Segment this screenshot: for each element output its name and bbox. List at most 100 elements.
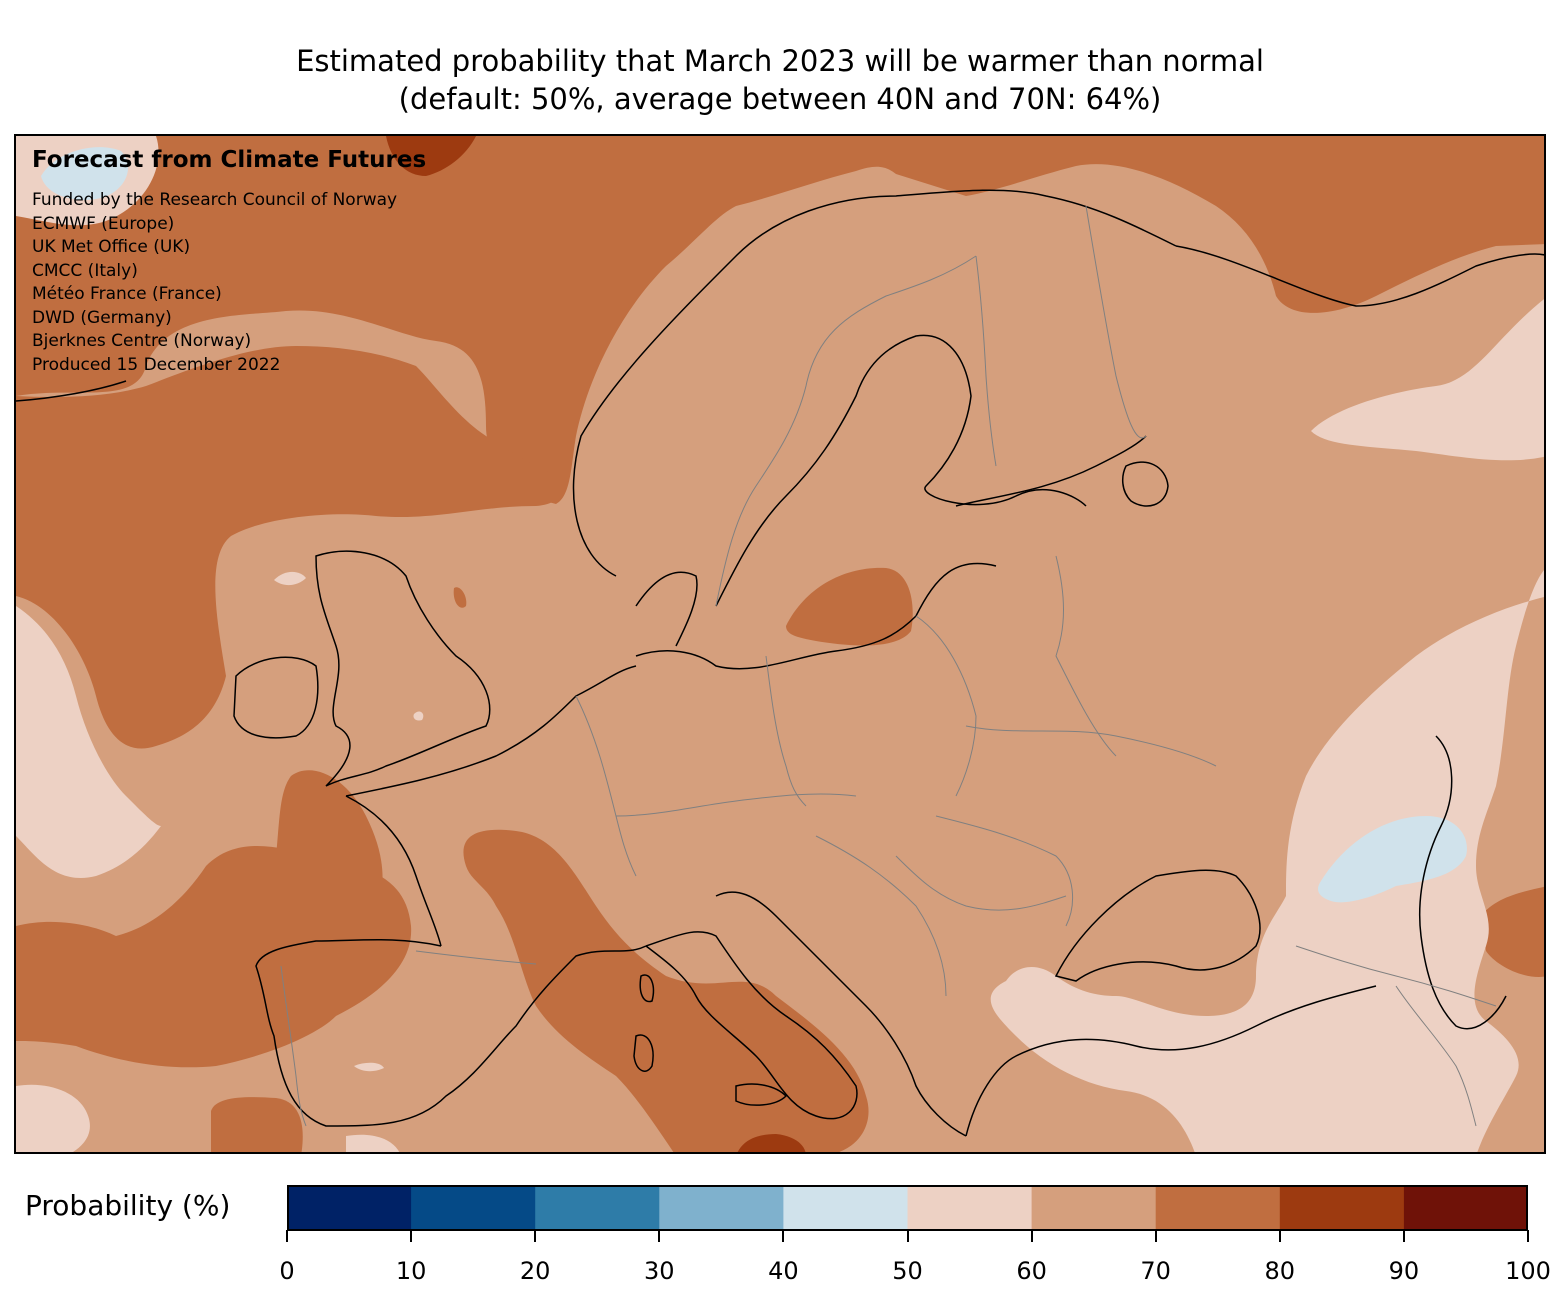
colorbar-tick-label: 10: [395, 1257, 427, 1285]
coast-italy: [645, 931, 858, 1120]
coast-adriatic-balkans: [715, 891, 967, 1137]
border-france-germany: [575, 695, 637, 877]
credits-list: Funded by the Research Council of Norway…: [32, 189, 426, 377]
region-50-60-ireland-dot: [413, 711, 424, 721]
coast-france-north: [345, 665, 637, 797]
coast-norway: [572, 189, 1177, 577]
coast-iceland-fragment: [16, 380, 127, 402]
colorbar-tick-mark: [1030, 1230, 1033, 1242]
credit-line: UK Met Office (UK): [32, 237, 191, 257]
colorbar-tick-label: 20: [519, 1257, 551, 1285]
colorbar-tick-label: 0: [279, 1257, 295, 1285]
coast-sardinia: [633, 1034, 654, 1072]
colorbar-tick-mark: [658, 1230, 661, 1242]
credits-block: Forecast from Climate Futures Funded by …: [32, 145, 426, 377]
coast-blacksea: [1054, 869, 1261, 982]
region-80-90-north-tip: [386, 136, 476, 176]
colorbar-segment: [1031, 1185, 1157, 1231]
border-balkans-2: [895, 855, 1067, 911]
colorbar-tick-label: 100: [1505, 1257, 1551, 1285]
region-70-80-france-hump: [271, 770, 383, 921]
region-70-80-iceland-dot: [453, 587, 467, 608]
border-poland-east: [915, 615, 977, 797]
map-title: Estimated probability that March 2023 wi…: [296, 44, 1264, 78]
region-50-60-sahara-dot: [354, 1062, 384, 1072]
colorbar-ticks: 0 10 20 30 40 50 60 70 80 90 100: [279, 1230, 1551, 1290]
forecast-source-heading: Forecast from Climate Futures: [32, 147, 427, 173]
border-turkey-east: [1395, 985, 1477, 1127]
border-balkans-1: [815, 835, 947, 997]
coast-france-west: [345, 795, 442, 947]
colorbar-tick-mark: [782, 1230, 785, 1242]
coast-kola-whitesea: [1175, 245, 1544, 307]
border-france-spain: [415, 950, 537, 965]
colorbar-tick-mark: [410, 1230, 413, 1242]
border-romania: [935, 815, 1074, 927]
colorbar-tick-mark: [1278, 1230, 1281, 1242]
region-50-60-sw-corner: [16, 1084, 90, 1152]
border-norway-sweden: [715, 255, 977, 607]
colorbar-tick-mark: [534, 1230, 537, 1242]
region-70-80-baltic: [786, 567, 913, 646]
coast-baltic-south: [635, 562, 997, 670]
region-70-80-west: [16, 346, 561, 749]
region-70-80-northatlantic: [16, 136, 1544, 504]
region-50-60-sicily-south: [346, 1134, 400, 1152]
colorbar-tick-label: 70: [1140, 1257, 1171, 1285]
country-borders: [280, 205, 1497, 1127]
credit-line: Météo France (France): [32, 284, 222, 304]
colorbar-tick-mark: [1154, 1230, 1157, 1242]
colorbar-segment: [659, 1185, 784, 1231]
colorbar-tick-label: 60: [1016, 1257, 1047, 1285]
region-80-90-libya: [737, 1134, 806, 1152]
credit-line: CMCC (Italy): [32, 260, 138, 281]
coast-corsica: [639, 974, 655, 1003]
colorbar: [287, 1185, 1528, 1231]
colorbar-tick-mark: [1527, 1230, 1529, 1242]
credit-line: Bjerknes Centre (Norway): [32, 331, 252, 351]
colorbar-tick-label: 40: [768, 1257, 799, 1285]
credit-line: DWD (Germany): [32, 307, 172, 328]
region-70-80-northafrica: [211, 1097, 303, 1152]
border-alps: [615, 793, 857, 817]
coast-greece-turkey: [965, 985, 1377, 1137]
colorbar-tick-label: 30: [644, 1257, 675, 1285]
coast-caspian: [1418, 735, 1507, 1030]
probability-map: Forecast from Climate Futures Funded by …: [14, 134, 1546, 1154]
border-sweden-finland: [975, 255, 997, 467]
region-50-60-west-atlantic: [16, 606, 161, 878]
colorbar-segment: [907, 1185, 1033, 1231]
coast-finland-gulf: [955, 435, 1147, 507]
coast-denmark: [635, 571, 698, 647]
coast-lake-ladoga: [1121, 461, 1169, 507]
colorbar-segment: [411, 1185, 536, 1231]
colorbar-segment: [535, 1185, 660, 1231]
map-canvas: [16, 136, 1544, 1152]
coast-ireland: [233, 656, 319, 739]
colorbar-tick-mark: [906, 1230, 909, 1242]
colorbar-label: Probability (%): [25, 1189, 231, 1222]
colorbar-tick-label: 90: [1388, 1257, 1420, 1285]
credit-line: Funded by the Research Council of Norway: [32, 190, 398, 210]
coast-sicily: [735, 1083, 788, 1106]
colorbar-segment: [287, 1185, 412, 1231]
border-caucasus: [1295, 945, 1497, 1007]
colorbar-segment: [783, 1185, 908, 1231]
region-40-50-caspian: [1318, 816, 1467, 903]
border-finland-russia: [1085, 205, 1147, 439]
colorbar-tick-label: 80: [1264, 1257, 1296, 1285]
credit-line: ECMWF (Europe): [32, 213, 175, 234]
coast-britain: [315, 550, 491, 787]
map-subtitle: (default: 50%, average between 40N and 7…: [398, 82, 1162, 116]
colorbar-tick-mark: [1402, 1230, 1405, 1242]
border-ukraine-belarus: [965, 725, 1217, 767]
credit-line: Produced 15 December 2022: [32, 354, 281, 375]
colorbar-segment: [1155, 1185, 1281, 1231]
colorbar-segment: [1279, 1185, 1405, 1231]
region-70-80-caspian-east: [1481, 886, 1544, 977]
region-50-60-ukraine-russia: [990, 570, 1544, 1152]
colorbar-segment: [1403, 1185, 1528, 1231]
region-50-60-russia-north: [1311, 299, 1544, 461]
region-40-50-greenland: [41, 147, 129, 200]
region-50-60-small-atlantic: [274, 571, 306, 586]
